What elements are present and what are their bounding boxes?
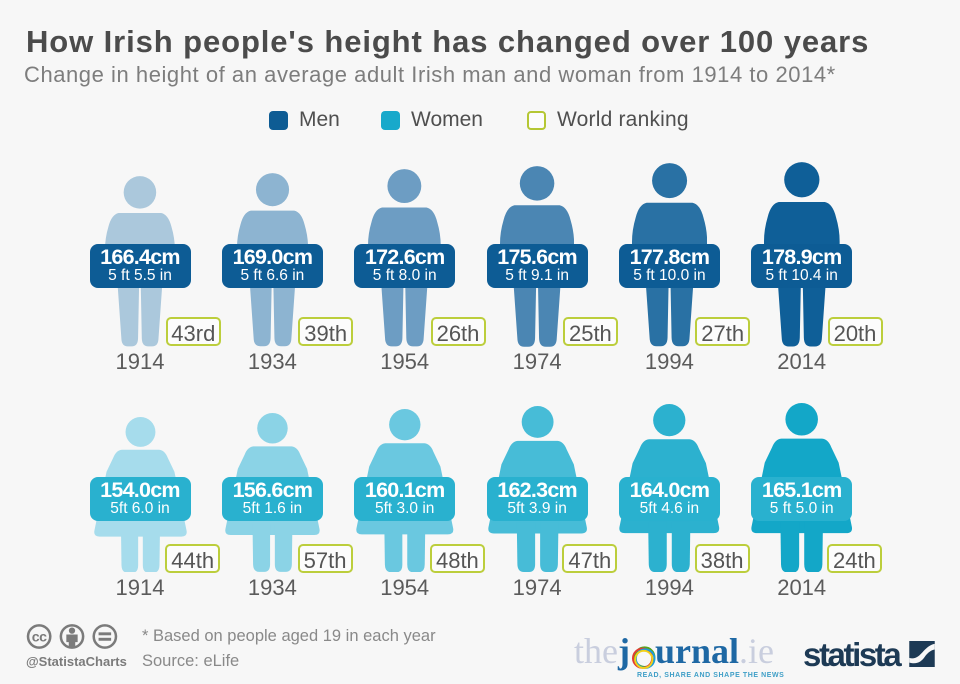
svg-text:cc: cc xyxy=(31,628,46,644)
